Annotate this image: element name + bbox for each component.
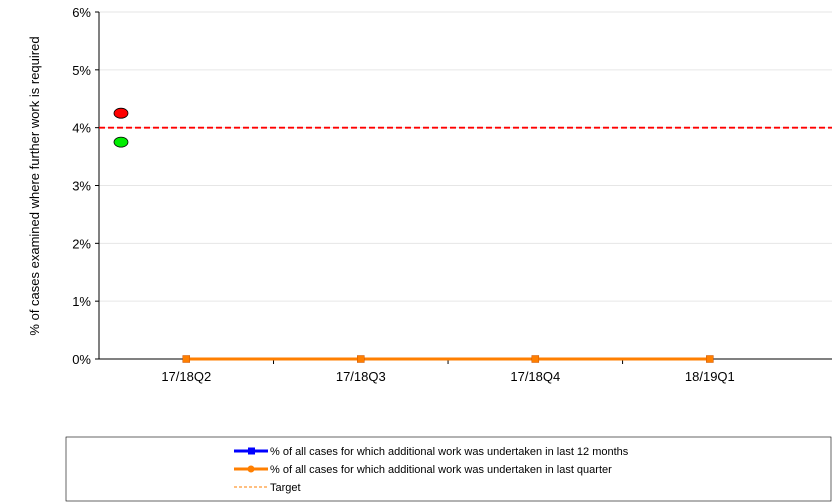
y-tick-label: 1% <box>72 294 91 309</box>
y-axis-ticks: 0% 1% 2% 3% 4% 5% 6% <box>72 5 99 367</box>
y-axis-title: % of cases examined where further work i… <box>27 36 42 335</box>
legend-swatch-marker <box>248 447 255 455</box>
x-tick-label: 17/18Q2 <box>161 369 211 384</box>
y-tick-label: 2% <box>72 236 91 251</box>
legend-label: % of all cases for which additional work… <box>270 446 629 458</box>
x-tick-label: 17/18Q3 <box>336 369 386 384</box>
legend-box <box>65 436 832 502</box>
y-tick-label: 3% <box>72 179 91 194</box>
y-tick-label: 5% <box>72 63 91 78</box>
red-indicator <box>113 107 129 119</box>
status-indicators <box>113 107 129 148</box>
legend: % of all cases for which additional work… <box>234 446 629 494</box>
legend-swatch-marker <box>247 465 255 473</box>
y-tick-label: 0% <box>72 352 91 367</box>
x-tick-label: 18/19Q1 <box>685 369 735 384</box>
y-tick-label: 6% <box>72 5 91 20</box>
series-point <box>531 355 540 363</box>
y-tick-label: 4% <box>72 121 91 136</box>
series-point <box>357 355 365 363</box>
x-axis-ticks: 17/18Q2 17/18Q3 17/18Q4 18/19Q1 <box>161 359 735 384</box>
series-point <box>182 355 191 363</box>
data-series <box>182 355 714 363</box>
legend-label: % of all cases for which additional work… <box>270 464 612 476</box>
series-point <box>706 355 714 363</box>
x-tick-label: 17/18Q4 <box>510 369 560 384</box>
legend-label: Target <box>270 482 301 494</box>
green-indicator <box>113 136 129 148</box>
